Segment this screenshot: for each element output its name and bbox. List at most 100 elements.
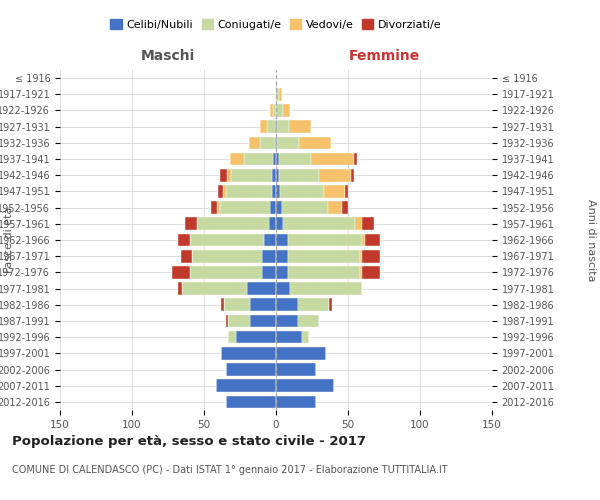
- Bar: [362, 234, 365, 246]
- Bar: [287, 266, 359, 278]
- Bar: [220, 202, 270, 214]
- Bar: [178, 234, 190, 246]
- Bar: [224, 298, 250, 311]
- Bar: [275, 120, 276, 133]
- Bar: [248, 136, 260, 149]
- Bar: [226, 185, 272, 198]
- Bar: [311, 152, 354, 166]
- Bar: [223, 185, 226, 198]
- Bar: [217, 202, 220, 214]
- Text: Maschi: Maschi: [141, 48, 195, 62]
- Bar: [182, 282, 247, 295]
- Bar: [262, 266, 276, 278]
- Bar: [277, 136, 299, 149]
- Bar: [227, 169, 232, 181]
- Bar: [276, 266, 287, 278]
- Bar: [277, 120, 289, 133]
- Bar: [226, 314, 229, 328]
- Bar: [290, 282, 362, 295]
- Bar: [232, 169, 272, 181]
- Bar: [172, 266, 190, 278]
- Text: Fasce di età: Fasce di età: [4, 207, 14, 273]
- Bar: [244, 152, 273, 166]
- Bar: [262, 250, 276, 262]
- Bar: [355, 218, 362, 230]
- Text: Anni di nascita: Anni di nascita: [586, 198, 596, 281]
- Bar: [289, 120, 311, 133]
- Bar: [276, 88, 279, 101]
- Bar: [276, 250, 287, 262]
- Bar: [298, 314, 319, 328]
- Text: Femmine: Femmine: [349, 48, 419, 62]
- Bar: [236, 331, 276, 344]
- Bar: [269, 218, 276, 230]
- Bar: [221, 298, 224, 311]
- Bar: [270, 202, 276, 214]
- Bar: [299, 136, 331, 149]
- Bar: [250, 298, 276, 311]
- Bar: [276, 202, 282, 214]
- Bar: [181, 250, 193, 262]
- Bar: [230, 152, 244, 166]
- Bar: [359, 266, 362, 278]
- Bar: [362, 218, 374, 230]
- Bar: [276, 104, 283, 117]
- Bar: [302, 331, 309, 344]
- Bar: [329, 298, 332, 311]
- Bar: [323, 185, 345, 198]
- Bar: [197, 218, 269, 230]
- Bar: [178, 282, 182, 295]
- Bar: [276, 314, 298, 328]
- Bar: [273, 104, 276, 117]
- Bar: [276, 331, 302, 344]
- Bar: [345, 185, 348, 198]
- Bar: [276, 152, 279, 166]
- Bar: [193, 250, 262, 262]
- Bar: [272, 185, 276, 198]
- Bar: [276, 363, 316, 376]
- Bar: [283, 218, 355, 230]
- Bar: [276, 347, 326, 360]
- Bar: [272, 169, 276, 181]
- Bar: [359, 250, 362, 262]
- Bar: [328, 202, 342, 214]
- Bar: [280, 185, 323, 198]
- Bar: [276, 218, 283, 230]
- Bar: [185, 218, 197, 230]
- Bar: [282, 202, 328, 214]
- Bar: [270, 104, 273, 117]
- Bar: [276, 120, 277, 133]
- Bar: [276, 396, 316, 408]
- Bar: [221, 347, 276, 360]
- Bar: [226, 396, 276, 408]
- Bar: [276, 298, 298, 311]
- Bar: [229, 331, 236, 344]
- Bar: [276, 169, 279, 181]
- Bar: [342, 202, 348, 214]
- Bar: [365, 234, 380, 246]
- Bar: [268, 120, 275, 133]
- Bar: [287, 250, 359, 262]
- Bar: [276, 185, 280, 198]
- Bar: [218, 185, 223, 198]
- Bar: [276, 136, 277, 149]
- Bar: [190, 266, 262, 278]
- Bar: [211, 202, 217, 214]
- Bar: [276, 282, 290, 295]
- Bar: [354, 152, 356, 166]
- Text: COMUNE DI CALENDASCO (PC) - Dati ISTAT 1° gennaio 2017 - Elaborazione TUTTITALIA: COMUNE DI CALENDASCO (PC) - Dati ISTAT 1…: [12, 465, 448, 475]
- Bar: [362, 266, 380, 278]
- Bar: [279, 169, 319, 181]
- Bar: [229, 314, 250, 328]
- Bar: [260, 136, 275, 149]
- Bar: [283, 104, 290, 117]
- Bar: [226, 363, 276, 376]
- Bar: [250, 314, 276, 328]
- Bar: [265, 234, 276, 246]
- Bar: [362, 250, 380, 262]
- Bar: [298, 298, 329, 311]
- Bar: [260, 120, 268, 133]
- Bar: [351, 169, 354, 181]
- Bar: [279, 88, 282, 101]
- Bar: [276, 380, 334, 392]
